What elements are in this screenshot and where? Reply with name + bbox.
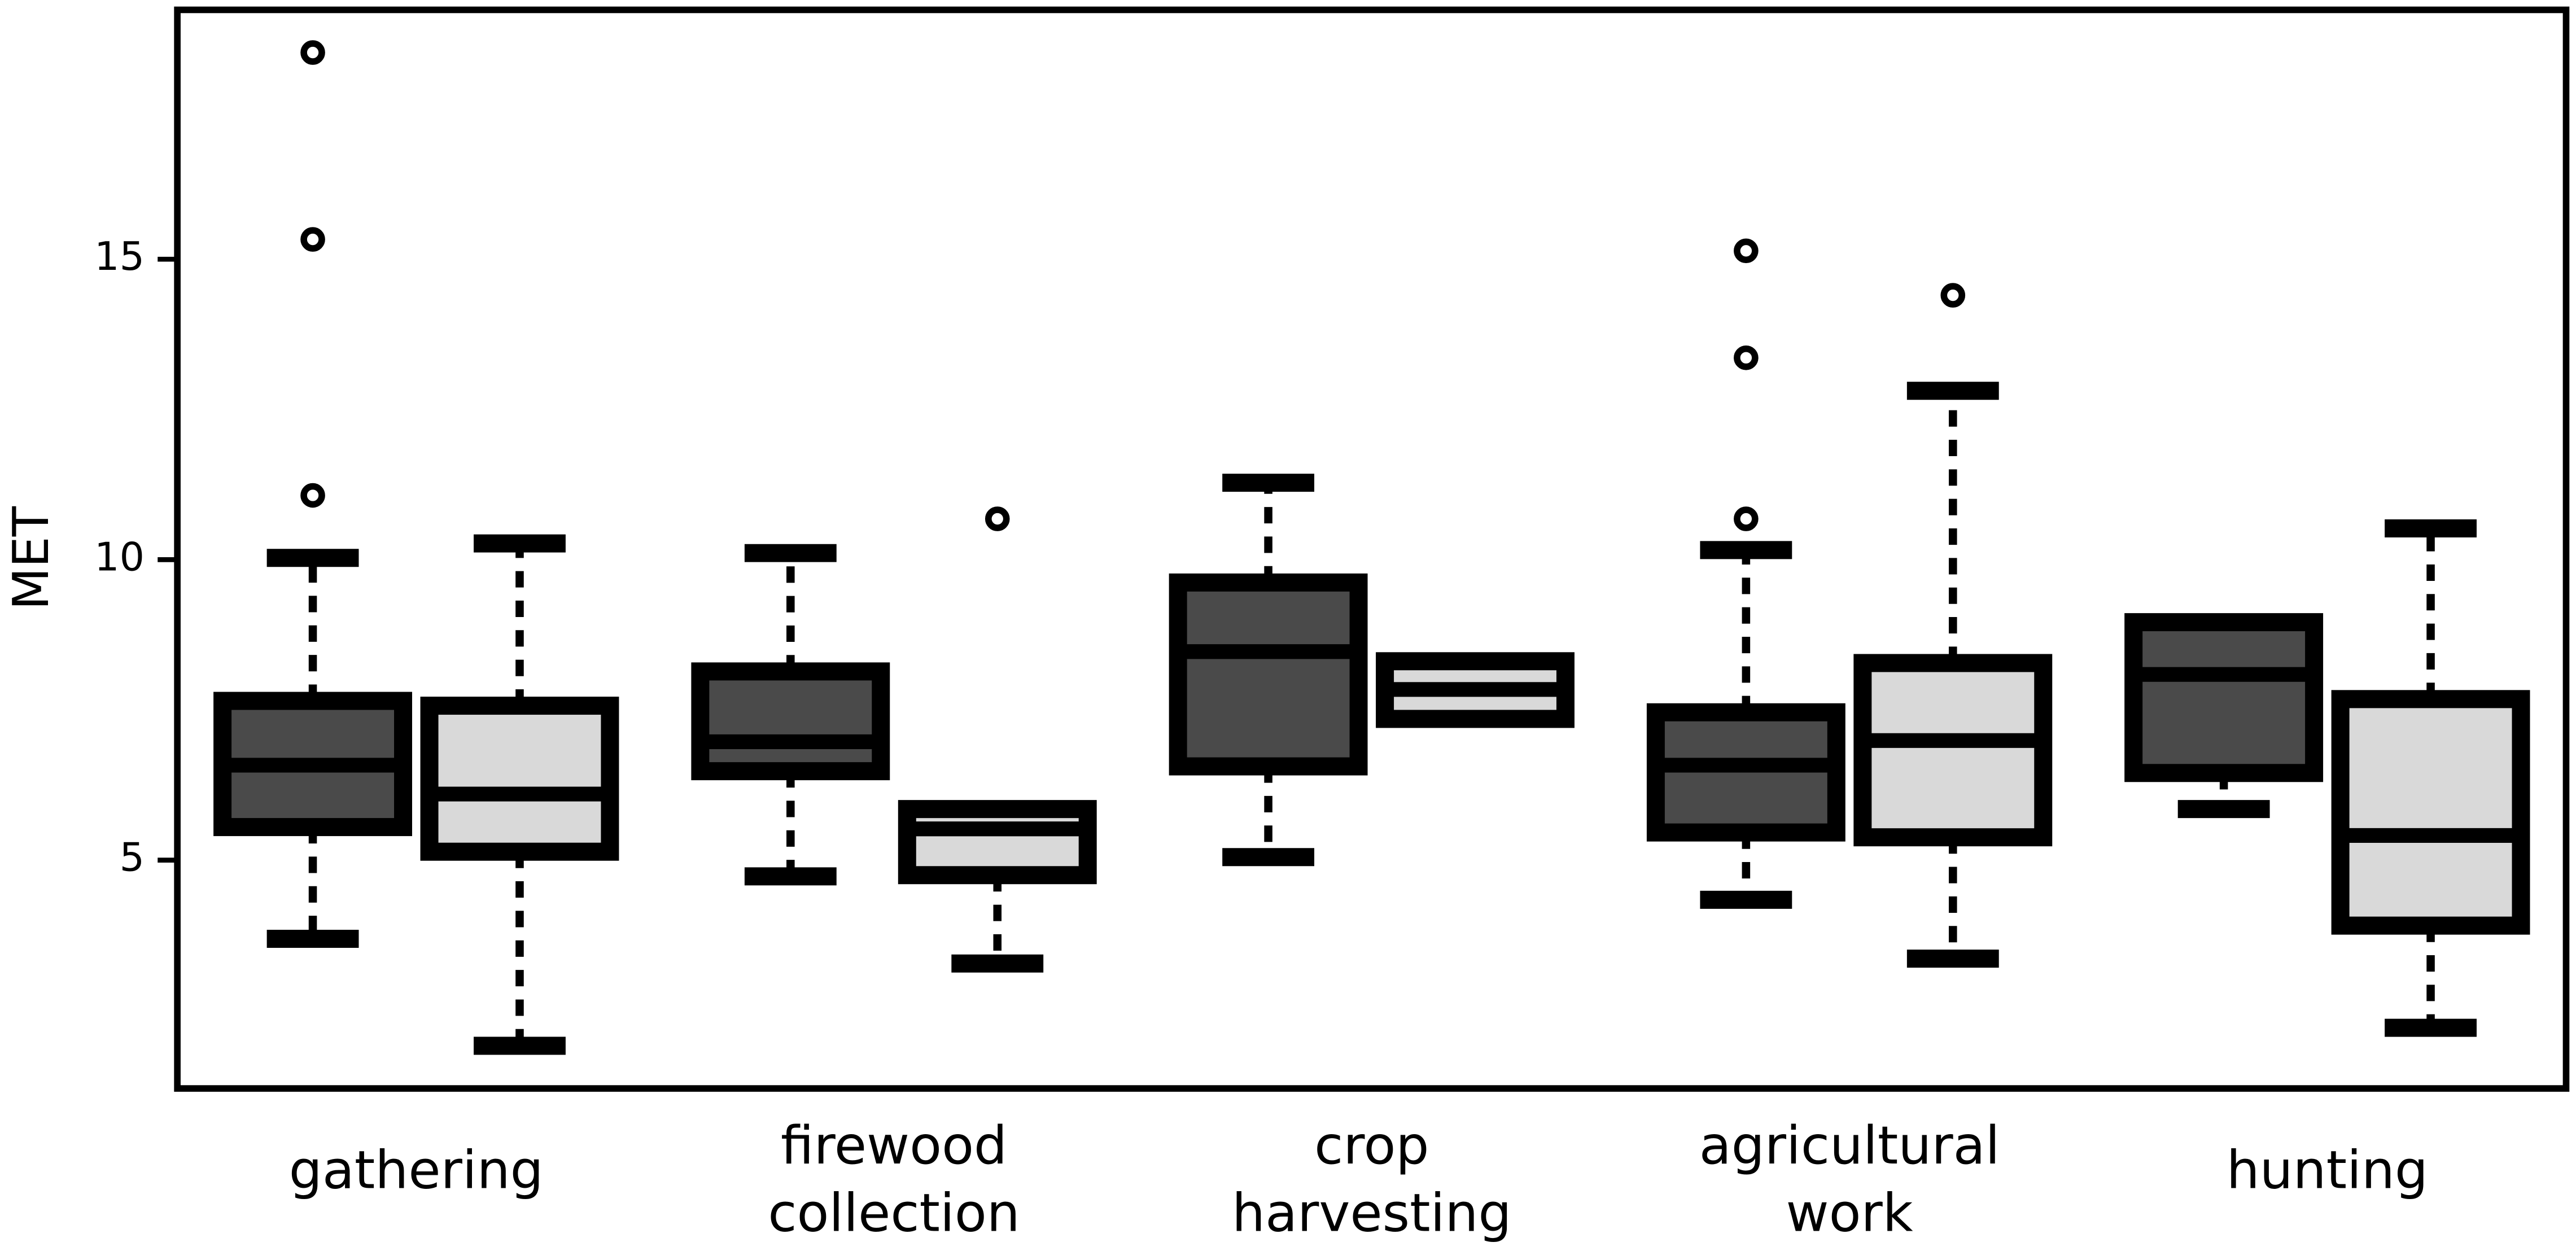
flier <box>300 483 325 508</box>
box <box>2331 690 2530 935</box>
flier <box>1734 506 1759 531</box>
y-tick-label: 5 <box>120 835 145 881</box>
flier <box>300 227 325 252</box>
x-tick-label: firewood <box>781 1115 1007 1176</box>
x-tick-label: harvesting <box>1232 1182 1511 1243</box>
flier <box>1734 345 1759 370</box>
x-tick-label: gathering <box>289 1140 544 1201</box>
box <box>420 697 619 861</box>
flier <box>1940 283 1966 308</box>
flier <box>1734 238 1759 264</box>
x-tick-label: agricultural <box>1699 1115 2000 1176</box>
x-tick-label: hunting <box>2227 1140 2428 1201</box>
box <box>2124 613 2324 782</box>
flier <box>300 40 325 65</box>
x-tick-label: work <box>1786 1182 1913 1243</box>
x-tick-label: crop <box>1314 1115 1429 1176</box>
box <box>1169 573 1368 776</box>
box <box>1853 654 2053 847</box>
y-axis-label: MET <box>2 506 60 610</box>
plot-frame <box>174 6 2570 1092</box>
x-tick-label: collection <box>768 1182 1020 1243</box>
box <box>691 662 890 781</box>
box <box>898 800 1097 885</box>
y-tick-label: 15 <box>94 234 145 279</box>
flier <box>985 506 1010 531</box>
y-tick-label: 10 <box>94 534 145 580</box>
